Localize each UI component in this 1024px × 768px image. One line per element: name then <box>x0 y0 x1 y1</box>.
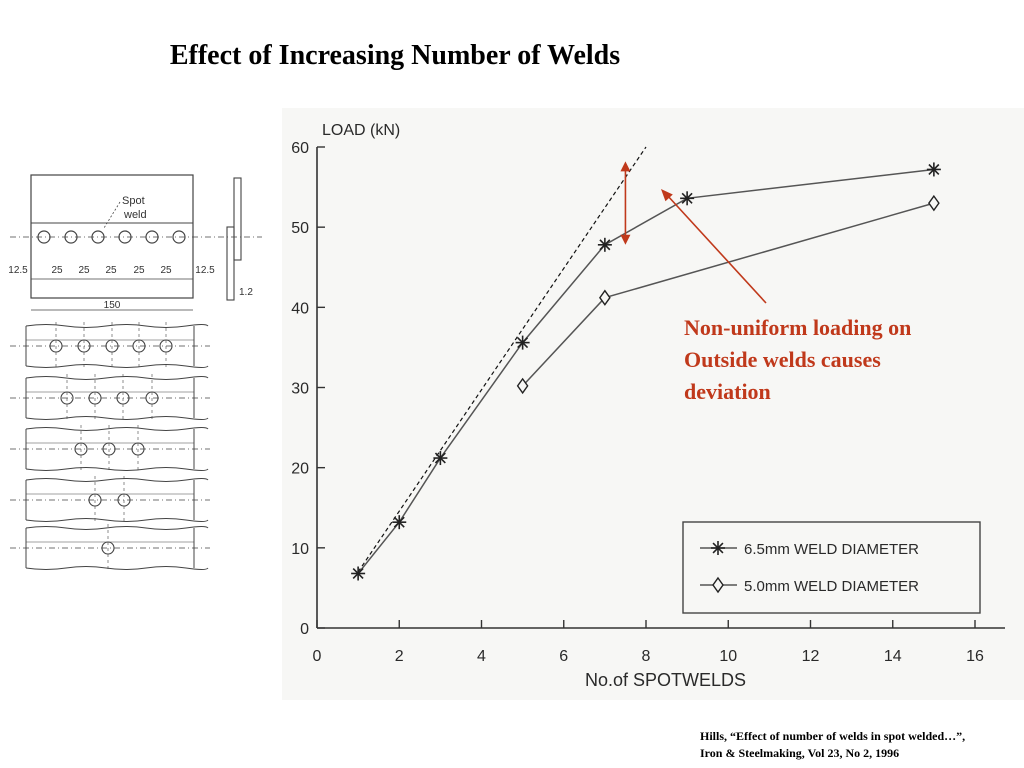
spot-label: weld <box>123 209 147 221</box>
citation: Hills, “Effect of number of welds in spo… <box>700 728 1020 762</box>
chart-panel: 0 10 20 30 40 50 60 0 2 4 6 8 10 12 14 16 LOAD (kN) No.of… <box>282 108 1024 700</box>
spot-weld <box>131 442 145 456</box>
data-point <box>680 191 695 206</box>
specimen-drawing: Spot weld 12.5 25 25 25 25 25 12.5 150 1.2 <box>8 174 262 572</box>
data-point <box>515 335 530 350</box>
dimension-label: 25 <box>133 265 145 276</box>
spot-weld <box>132 339 146 353</box>
thickness-label: 1.2 <box>239 287 253 298</box>
x-tick-label: 0 <box>313 648 322 665</box>
legend: 6.5mm WELD DIAMETER 5.0mm WELD DIAMETER <box>682 521 981 614</box>
strip-specimen <box>10 374 210 422</box>
legend-marker <box>712 576 724 594</box>
data-point <box>597 237 612 252</box>
spot-weld <box>88 391 102 405</box>
spot-weld <box>145 230 159 244</box>
spot-weld <box>74 442 88 456</box>
spot-weld <box>102 442 116 456</box>
annotation-line-1: Non-uniform loading on <box>684 315 912 340</box>
x-tick-label: 4 <box>477 648 486 665</box>
y-tick-label: 10 <box>291 541 309 558</box>
width-label: 150 <box>104 300 121 311</box>
legend-marker <box>711 541 725 555</box>
dimension-label: 12.5 <box>8 265 28 276</box>
data-point <box>926 162 941 177</box>
spot-weld <box>101 541 115 555</box>
spot-weld <box>145 391 159 405</box>
specimen-plate <box>30 174 194 299</box>
spot-weld <box>118 230 132 244</box>
dimension-label: 25 <box>105 265 117 276</box>
side-view-bottom <box>226 226 235 301</box>
reference-line <box>357 146 647 573</box>
x-tick-label: 14 <box>884 648 902 665</box>
data-point <box>351 566 366 581</box>
spot-weld <box>60 391 74 405</box>
legend-label: 6.5mm WELD DIAMETER <box>744 541 919 558</box>
y-tick-label: 60 <box>291 140 309 157</box>
spot-label: Spot <box>122 195 145 207</box>
citation-line-2: Iron & Steelmaking, Vol 23, No 2, 1996 <box>700 746 900 760</box>
spot-weld <box>117 493 131 507</box>
specimen-diagram: Spot weld 12.5 25 25 25 25 25 12.5 150 1.2 <box>0 170 268 572</box>
strip-specimen <box>10 524 210 572</box>
data-point <box>928 194 940 212</box>
y-tick-label: 0 <box>300 621 309 638</box>
data-point <box>516 377 529 395</box>
x-tick-label: 2 <box>395 648 404 665</box>
y-tick-label: 30 <box>291 381 309 398</box>
annotation-line-2: Outside welds causes <box>684 347 881 372</box>
dimension-label: 12.5 <box>195 265 215 276</box>
load-chart: 0 10 20 30 40 50 60 0 2 4 6 8 10 12 14 16 LOAD (kN) No.of… <box>291 122 1005 690</box>
strip-specimen <box>10 322 210 370</box>
spot-weld <box>116 391 130 405</box>
dimension-label: 25 <box>51 265 63 276</box>
spot-weld <box>77 339 91 353</box>
spot-weld <box>172 230 186 244</box>
spot-weld <box>91 230 105 244</box>
x-tick-label: 8 <box>642 648 651 665</box>
strip-specimen <box>10 476 210 524</box>
spot-weld <box>105 339 119 353</box>
x-tick-label: 6 <box>559 648 568 665</box>
spot-leader <box>103 201 121 229</box>
x-axis-label: No.of SPOTWELDS <box>585 670 746 690</box>
legend-label: 5.0mm WELD DIAMETER <box>744 578 919 595</box>
slide-title: Effect of Increasing Number of Welds <box>169 40 621 71</box>
spot-weld <box>159 339 173 353</box>
annotation-pointer <box>661 189 767 304</box>
annotation-line-3: deviation <box>684 379 771 404</box>
citation-line-1: Hills, “Effect of number of welds in spo… <box>700 729 966 743</box>
spot-weld <box>49 339 63 353</box>
spot-weld <box>37 230 51 244</box>
deviation-annotation: Non-uniform loading on Outside welds cau… <box>684 312 1004 408</box>
y-tick-label: 20 <box>291 461 309 478</box>
spot-weld <box>88 493 102 507</box>
data-point <box>392 515 407 530</box>
deviation-arrow <box>620 161 631 245</box>
data-point <box>433 451 448 466</box>
strip-specimen <box>10 425 210 473</box>
y-tick-label: 50 <box>291 220 309 237</box>
dimension-label: 25 <box>78 265 90 276</box>
x-tick-label: 10 <box>719 648 737 665</box>
x-tick-label: 16 <box>966 648 984 665</box>
dimension-label: 25 <box>160 265 172 276</box>
data-point <box>599 289 611 306</box>
y-tick-label: 40 <box>291 300 309 317</box>
y-axis-label: LOAD (kN) <box>322 122 400 139</box>
spot-weld <box>64 230 78 244</box>
x-tick-label: 12 <box>802 648 820 665</box>
side-view-top <box>233 177 242 261</box>
legend-box <box>682 521 981 614</box>
